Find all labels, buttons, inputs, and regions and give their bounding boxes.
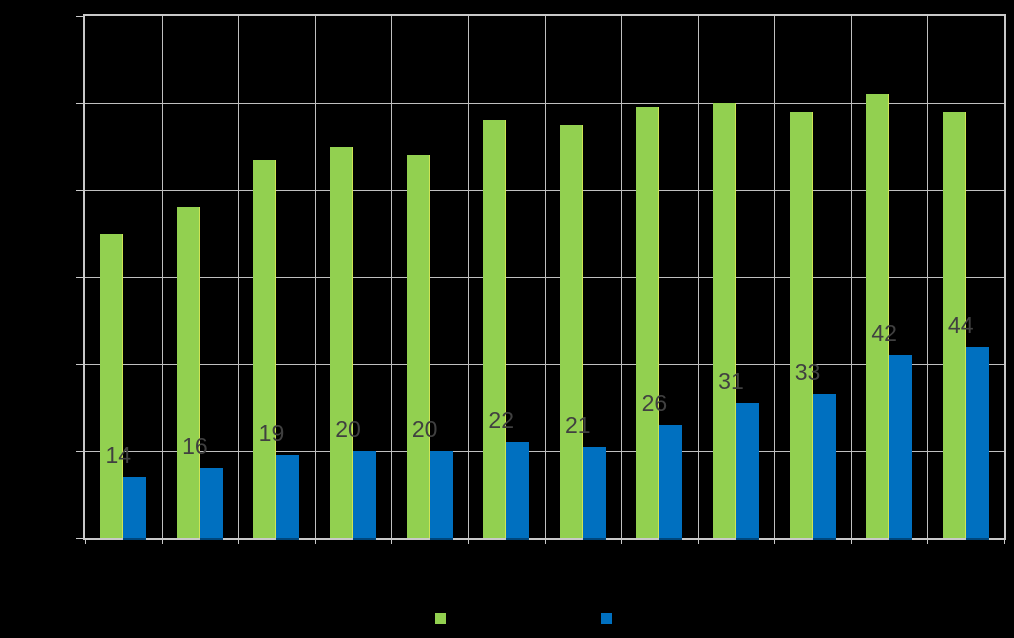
bar-green bbox=[100, 233, 124, 538]
bar-blue bbox=[965, 346, 989, 540]
y-axis-tick bbox=[76, 190, 83, 191]
data-label: 31 bbox=[718, 368, 744, 395]
bar-blue bbox=[889, 355, 913, 540]
x-axis-tick bbox=[238, 538, 240, 544]
y-axis-tick bbox=[76, 103, 83, 104]
data-label: 14 bbox=[105, 442, 132, 469]
bar-blue bbox=[812, 394, 836, 540]
gridline-vertical bbox=[314, 16, 316, 538]
bar-green bbox=[559, 124, 583, 538]
bar-blue bbox=[506, 442, 530, 540]
gridline-vertical bbox=[697, 16, 699, 538]
bar-green bbox=[483, 120, 507, 538]
plot-area: 14 16 19 20 20 22 21 26 31 33 42 44 bbox=[76, 14, 1006, 544]
x-axis-tick bbox=[85, 538, 86, 544]
gridline-vertical bbox=[774, 16, 776, 538]
y-axis-tick bbox=[76, 451, 83, 452]
bar-green bbox=[636, 107, 660, 538]
data-label: 21 bbox=[564, 411, 591, 438]
x-axis-tick bbox=[697, 538, 699, 544]
gridline-vertical bbox=[544, 16, 546, 538]
x-axis-tick bbox=[621, 538, 623, 544]
gridline-vertical bbox=[161, 16, 163, 538]
data-label: 26 bbox=[641, 389, 668, 416]
x-axis-tick bbox=[544, 538, 546, 544]
data-label: 19 bbox=[258, 420, 285, 447]
bar-blue bbox=[123, 477, 147, 540]
data-label: 22 bbox=[488, 407, 514, 434]
y-axis-tick bbox=[76, 16, 83, 17]
legend-swatch-green bbox=[435, 613, 446, 624]
bar-blue bbox=[582, 446, 606, 540]
y-axis-tick bbox=[76, 277, 83, 278]
bar-blue bbox=[353, 451, 377, 540]
y-axis-tick bbox=[76, 538, 83, 539]
bar-blue bbox=[276, 455, 300, 540]
data-label: 16 bbox=[182, 433, 208, 460]
data-label: 20 bbox=[411, 416, 438, 442]
data-label: 44 bbox=[947, 311, 974, 338]
gridline-vertical bbox=[927, 16, 929, 538]
x-axis-tick bbox=[850, 538, 852, 544]
data-label: 20 bbox=[335, 416, 361, 442]
x-axis-tick bbox=[1004, 538, 1005, 544]
x-axis-tick bbox=[927, 538, 929, 544]
bar-blue bbox=[735, 403, 759, 540]
gridline-vertical bbox=[850, 16, 852, 538]
bar-green bbox=[253, 159, 277, 538]
gridline-vertical bbox=[238, 16, 240, 538]
data-label: 42 bbox=[871, 320, 897, 347]
y-axis-tick bbox=[76, 364, 83, 365]
bar-blue bbox=[659, 424, 683, 540]
x-axis-tick bbox=[161, 538, 163, 544]
bar-blue bbox=[429, 451, 453, 540]
bar-green bbox=[176, 207, 200, 538]
bar-green bbox=[789, 111, 813, 538]
gridline-vertical bbox=[391, 16, 393, 538]
bar-green bbox=[942, 111, 966, 538]
x-axis-tick bbox=[314, 538, 316, 544]
legend-swatch-blue bbox=[601, 613, 612, 624]
bar-blue bbox=[199, 468, 223, 540]
bar-green bbox=[866, 94, 890, 538]
x-axis-tick bbox=[391, 538, 393, 544]
bar-green bbox=[330, 146, 354, 538]
gridline-vertical bbox=[467, 16, 469, 538]
x-axis-tick bbox=[774, 538, 776, 544]
bar-green bbox=[712, 103, 736, 538]
x-axis-tick bbox=[467, 538, 469, 544]
gridline-vertical bbox=[621, 16, 623, 538]
bar-green bbox=[406, 155, 430, 538]
data-label: 33 bbox=[794, 359, 821, 386]
